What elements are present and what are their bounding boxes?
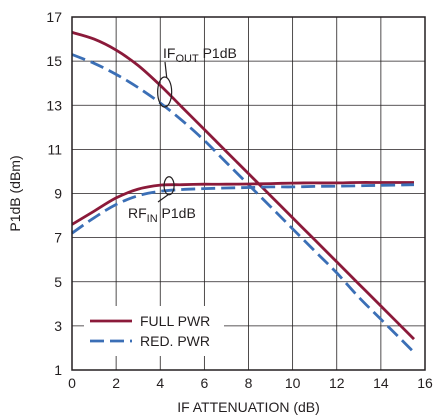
x-tick-label: 4 — [156, 375, 164, 391]
y-tick-label: 13 — [46, 97, 62, 113]
ifout-leader — [164, 61, 168, 78]
plot-frame — [71, 16, 426, 371]
y-tick-label: 15 — [46, 53, 62, 69]
rfin-annotation: RFIN P1dB — [128, 205, 196, 225]
legend-label-full-pwr: FULL PWR — [140, 313, 210, 329]
series-line-red-pwr-1 — [71, 53, 415, 354]
y-tick-label: 11 — [47, 141, 62, 157]
series-line-full-pwr-2 — [71, 181, 414, 226]
y-axis-label: P1dB (dBm) — [7, 155, 23, 231]
x-tick-label: 8 — [245, 375, 253, 391]
series-lines — [71, 31, 415, 354]
ifout-annotation: IFOUT P1dB — [163, 45, 237, 65]
series-line-red-pwr-3 — [71, 183, 415, 235]
legend: FULL PWR RED. PWR — [84, 306, 224, 356]
legend-background — [84, 306, 224, 356]
y-tick-label: 17 — [46, 9, 62, 25]
rfin-leader — [157, 194, 169, 203]
y-tick-label: 3 — [54, 318, 62, 334]
x-tick-label: 6 — [200, 375, 208, 391]
legend-label-red-pwr: RED. PWR — [140, 333, 210, 349]
x-axis-label: IF ATTENUATION (dB) — [177, 399, 320, 415]
x-tick-label: 2 — [112, 375, 120, 391]
x-tick-label: 16 — [417, 375, 433, 391]
y-tick-label: 7 — [54, 230, 62, 246]
series-line-full-pwr-0 — [71, 31, 415, 341]
x-tick-label: 10 — [285, 375, 301, 391]
x-tick-label: 12 — [329, 375, 345, 391]
x-tick-label: 14 — [373, 375, 389, 391]
ifout-bracket — [157, 76, 173, 108]
grid-lines — [72, 17, 425, 370]
y-tick-label: 1 — [54, 362, 62, 378]
y-tick-label: 5 — [54, 274, 62, 290]
x-tick-label: 0 — [68, 375, 76, 391]
curve-annotations: IFOUT P1dB RFIN P1dB — [128, 45, 237, 225]
rfin-bracket — [163, 176, 175, 196]
y-tick-label: 9 — [54, 186, 62, 202]
